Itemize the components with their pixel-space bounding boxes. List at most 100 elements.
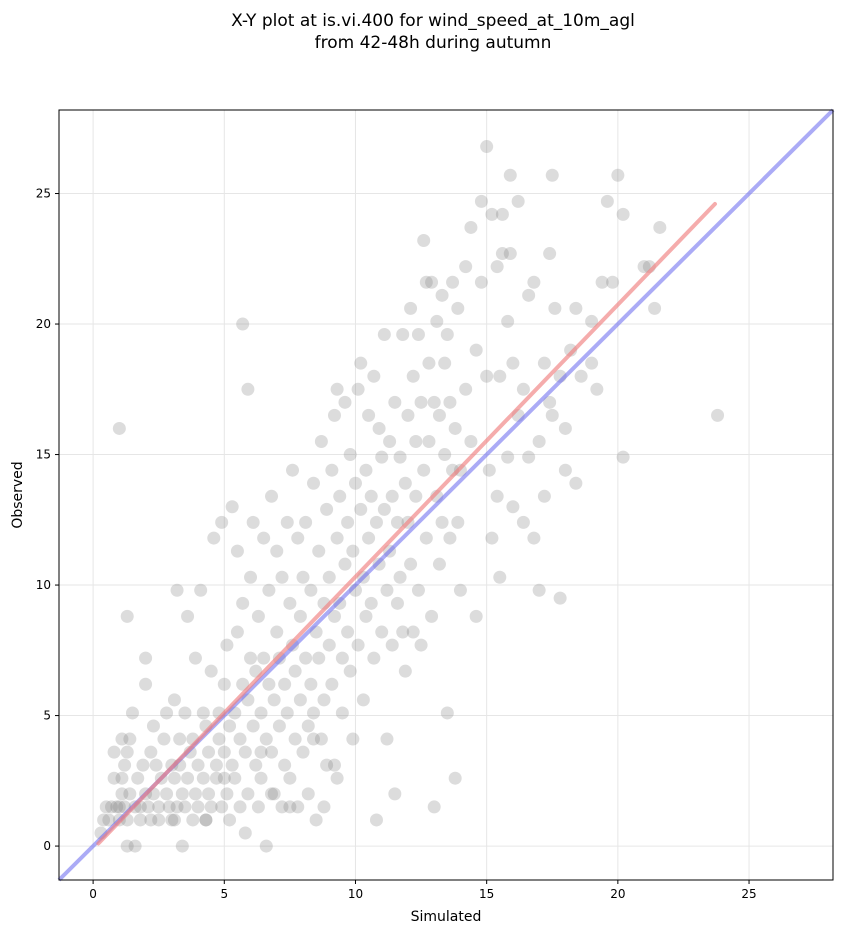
- scatter-point: [265, 745, 279, 759]
- scatter-point: [220, 638, 234, 652]
- scatter-point: [131, 771, 145, 785]
- scatter-point: [637, 260, 651, 274]
- scatter-point: [482, 463, 496, 477]
- scatter-point: [440, 706, 454, 720]
- scatter-point: [296, 570, 310, 584]
- scatter-point: [152, 813, 166, 827]
- scatter-point: [254, 771, 268, 785]
- scatter-point: [419, 531, 433, 545]
- scatter-point: [291, 800, 305, 814]
- scatter-point: [238, 826, 252, 840]
- scatter-point: [503, 247, 517, 261]
- scatter-point: [503, 168, 517, 182]
- scatter-point: [543, 395, 557, 409]
- scatter-point: [480, 140, 494, 154]
- scatter-point: [267, 787, 281, 801]
- scatter-point: [254, 706, 268, 720]
- x-tick-label: 10: [348, 887, 363, 901]
- scatter-point: [304, 677, 318, 691]
- scatter-point: [411, 327, 425, 341]
- scatter-point: [170, 800, 184, 814]
- scatter-point: [188, 651, 202, 665]
- x-tick-label: 5: [220, 887, 228, 901]
- scatter-point: [351, 382, 365, 396]
- scatter-point: [317, 800, 331, 814]
- scatter-point: [215, 515, 229, 529]
- scatter-point: [393, 450, 407, 464]
- scatter-point: [443, 395, 457, 409]
- scatter-point: [312, 651, 326, 665]
- scatter-point: [254, 745, 268, 759]
- scatter-point: [351, 638, 365, 652]
- scatter-point: [144, 813, 158, 827]
- scatter-point: [288, 732, 302, 746]
- scatter-point: [186, 813, 200, 827]
- y-axis-label: Observed: [10, 461, 26, 528]
- scatter-point: [228, 771, 242, 785]
- x-tick-label: 0: [89, 887, 97, 901]
- scatter-point: [404, 557, 418, 571]
- scatter-point: [278, 677, 292, 691]
- scatter-point: [327, 758, 341, 772]
- scatter-point: [493, 570, 507, 584]
- scatter-point: [307, 732, 321, 746]
- scatter-point: [425, 275, 439, 289]
- scatter-point: [301, 719, 315, 733]
- scatter-point: [388, 395, 402, 409]
- scatter-point: [414, 395, 428, 409]
- scatter-point: [527, 531, 541, 545]
- scatter-point: [364, 596, 378, 610]
- scatter-point: [215, 800, 229, 814]
- scatter-point: [301, 787, 315, 801]
- scatter-point: [390, 515, 404, 529]
- scatter-point: [427, 395, 441, 409]
- scatter-point: [146, 719, 160, 733]
- scatter-point: [369, 515, 383, 529]
- scatter-point: [585, 356, 599, 370]
- scatter-point: [212, 732, 226, 746]
- scatter-point: [244, 570, 258, 584]
- scatter-point: [238, 745, 252, 759]
- scatter-point: [558, 463, 572, 477]
- scatter-point: [648, 301, 662, 315]
- scatter-point: [390, 596, 404, 610]
- scatter-point: [217, 771, 231, 785]
- scatter-point: [422, 434, 436, 448]
- scatter-point: [112, 421, 126, 435]
- scatter-point: [194, 583, 208, 597]
- scatter-point: [120, 609, 134, 623]
- scatter-point: [574, 369, 588, 383]
- scatter-point: [283, 771, 297, 785]
- scatter-point: [249, 758, 263, 772]
- scatter-point: [170, 583, 184, 597]
- scatter-point: [569, 301, 583, 315]
- scatter-point: [223, 719, 237, 733]
- scatter-point: [346, 544, 360, 558]
- scatter-point: [362, 408, 376, 422]
- scatter-point: [537, 489, 551, 503]
- scatter-point: [136, 758, 150, 772]
- scatter-point: [495, 247, 509, 261]
- scatter-point: [359, 609, 373, 623]
- scatter-point: [506, 500, 520, 514]
- scatter-point: [396, 625, 410, 639]
- scatter-point: [257, 531, 271, 545]
- scatter-point: [199, 813, 213, 827]
- scatter-point: [209, 771, 223, 785]
- scatter-point: [516, 382, 530, 396]
- scatter-point: [251, 800, 265, 814]
- scatter-point: [265, 787, 279, 801]
- scatter-point: [335, 651, 349, 665]
- scatter-point: [115, 771, 129, 785]
- scatter-point: [259, 839, 273, 853]
- scatter-point: [167, 771, 181, 785]
- scatter-point: [553, 591, 567, 605]
- scatter-point: [236, 317, 250, 331]
- scatter-point: [99, 800, 113, 814]
- scatter-point: [532, 434, 546, 448]
- scatter-point: [564, 343, 578, 357]
- scatter-point: [241, 787, 255, 801]
- scatter-point: [270, 625, 284, 639]
- scatter-point: [438, 356, 452, 370]
- scatter-point: [286, 463, 300, 477]
